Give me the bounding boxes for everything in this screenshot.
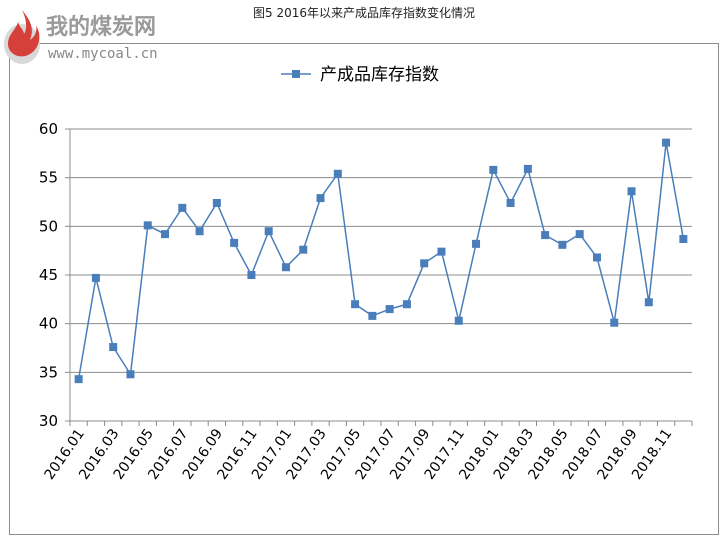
y-tick-label: 35 <box>39 363 58 381</box>
y-tick-label: 30 <box>39 412 58 430</box>
y-tick-label: 60 <box>39 120 58 138</box>
data-point <box>178 203 187 212</box>
data-point <box>195 227 204 236</box>
data-point <box>454 316 463 325</box>
legend-entry: 产成品库存指数 <box>320 65 439 85</box>
data-point <box>610 318 619 327</box>
data-point <box>212 198 221 207</box>
data-point <box>506 198 515 207</box>
data-point <box>592 253 601 262</box>
y-tick-label: 40 <box>39 315 58 333</box>
data-point <box>420 259 429 268</box>
watermark-name: 我的煤炭网 <box>46 14 156 40</box>
figure-title: 图5 2016年以来产成品库存指数变化情况 <box>253 6 475 20</box>
data-point <box>264 227 273 236</box>
flame-logo-icon <box>4 10 40 64</box>
data-point <box>662 138 671 147</box>
legend-marker <box>292 70 300 78</box>
data-point <box>299 245 308 254</box>
data-point <box>109 343 118 352</box>
data-point <box>161 230 170 239</box>
data-point <box>74 375 83 384</box>
watermark-logo: 我的煤炭网 www.mycoal.cn <box>4 10 158 64</box>
data-point <box>368 311 377 320</box>
legend: 产成品库存指数 <box>281 65 439 85</box>
chart-frame <box>9 43 719 535</box>
data-point <box>437 247 446 256</box>
data-point <box>316 194 325 203</box>
series-points <box>74 138 688 384</box>
data-point <box>91 273 100 282</box>
data-point <box>558 240 567 249</box>
data-point <box>351 300 360 309</box>
y-tick-label: 55 <box>39 169 58 187</box>
data-point <box>627 187 636 196</box>
data-point <box>541 231 550 240</box>
data-point <box>333 169 342 178</box>
y-tick-label: 50 <box>39 217 58 235</box>
y-tick-label: 45 <box>39 266 58 284</box>
data-point <box>489 165 498 174</box>
data-point <box>402 300 411 309</box>
data-point <box>126 370 135 379</box>
y-axis-ticks: 30 35 40 45 50 55 60 <box>39 120 70 430</box>
data-point <box>281 263 290 272</box>
data-point <box>575 230 584 239</box>
data-point <box>472 239 481 248</box>
data-point <box>247 271 256 279</box>
data-point <box>385 305 394 314</box>
data-point <box>230 238 239 247</box>
x-axis-ticks: 2016.012016.032016.052016.072016.092016.… <box>42 421 693 483</box>
data-point <box>679 234 688 243</box>
grid-lines <box>70 128 692 373</box>
watermark-site: www.mycoal.cn <box>48 46 158 62</box>
data-point <box>644 298 653 307</box>
data-point <box>143 221 152 230</box>
data-point <box>523 164 532 173</box>
